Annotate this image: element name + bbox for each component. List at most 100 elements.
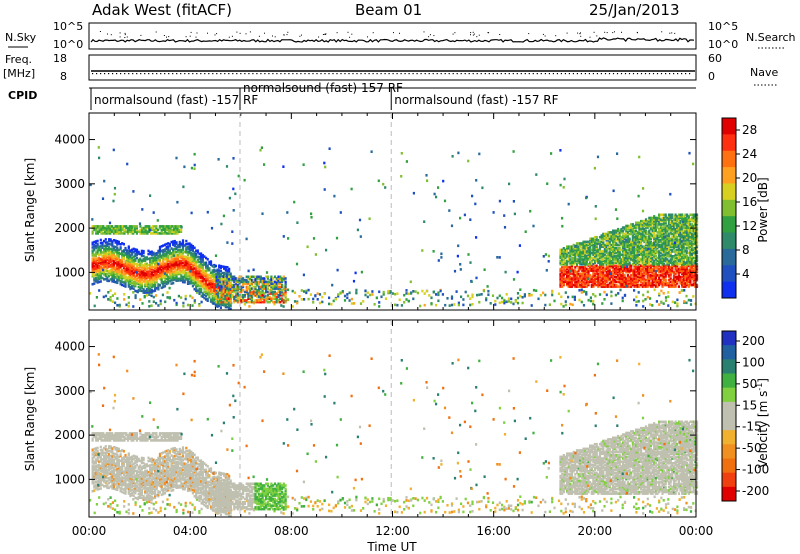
power-echo-cell bbox=[108, 257, 111, 260]
power-echo-cell bbox=[188, 251, 191, 255]
power-echo-cell bbox=[98, 225, 101, 228]
power-echo-cell bbox=[173, 226, 176, 230]
power-echo-cell bbox=[126, 255, 129, 259]
power-echo-cell bbox=[93, 274, 96, 277]
power-echo-cell bbox=[589, 242, 592, 245]
power-echo-cell bbox=[250, 278, 254, 282]
power-echo-cell bbox=[208, 262, 211, 265]
power-echo-cell bbox=[121, 269, 124, 272]
power-echo-cell bbox=[259, 300, 262, 304]
power-echo-cell bbox=[566, 267, 569, 271]
power-echo-cell bbox=[137, 282, 140, 286]
power-echo-cell bbox=[103, 255, 106, 259]
power-echo-cell bbox=[116, 270, 119, 273]
power-echo-cell bbox=[201, 281, 204, 284]
power-echo-cell bbox=[575, 280, 579, 284]
power-echo-cell bbox=[127, 253, 130, 256]
power-echo-cell bbox=[130, 232, 133, 235]
power-echo-cell bbox=[419, 304, 422, 308]
power-echo-cell bbox=[584, 251, 587, 255]
power-echo-cell bbox=[247, 285, 250, 289]
power-echo-cell bbox=[164, 228, 167, 232]
power-echo-cell bbox=[154, 263, 157, 267]
power-echo-cell bbox=[562, 248, 565, 252]
power-echo-cell bbox=[96, 265, 99, 268]
power-echo-cell bbox=[265, 282, 268, 285]
power-echo-cell bbox=[582, 277, 585, 280]
power-echo-cell bbox=[195, 276, 198, 280]
power-echo-cell bbox=[91, 243, 94, 246]
power-echo-cell bbox=[256, 289, 259, 292]
nave-point bbox=[528, 73, 530, 75]
power-echo-cell bbox=[193, 275, 196, 278]
power-echo-cell bbox=[277, 280, 280, 284]
noise-search-point bbox=[367, 36, 368, 38]
power-echo-cell bbox=[516, 301, 520, 305]
power-echo-cell bbox=[178, 271, 181, 274]
nave-point bbox=[548, 73, 550, 75]
power-echo-cell bbox=[176, 230, 179, 233]
power-echo-cell bbox=[245, 280, 248, 284]
power-echo-cell bbox=[273, 282, 277, 285]
power-echo-cell bbox=[567, 272, 570, 276]
power-echo-cell bbox=[193, 287, 196, 291]
power-echo-cell bbox=[592, 245, 595, 248]
power-echo-cell bbox=[378, 301, 381, 304]
power-echo-cell bbox=[119, 228, 123, 232]
power-echo-cell bbox=[114, 301, 117, 305]
power-echo-cell bbox=[188, 248, 191, 252]
power-echo-cell bbox=[597, 239, 600, 242]
power-echo-cell bbox=[98, 258, 101, 261]
freq-panel: Freq. [MHz] 18 8 60 0 Nave bbox=[3, 52, 778, 86]
power-echo-cell bbox=[126, 230, 130, 233]
power-echo-cell bbox=[191, 275, 194, 278]
power-echo-cell bbox=[132, 268, 135, 271]
power-echo-cell bbox=[213, 284, 216, 288]
power-echo-cell bbox=[595, 251, 598, 255]
power-echo-cell bbox=[585, 250, 588, 253]
power-echo-cell bbox=[259, 297, 262, 300]
power-echo-cell bbox=[94, 268, 97, 272]
power-echo-cell bbox=[94, 254, 97, 258]
power-echo-cell bbox=[602, 270, 605, 274]
power-echo-cell bbox=[259, 277, 262, 280]
power-echo-cell bbox=[277, 289, 280, 292]
power-echo-cell bbox=[183, 279, 186, 282]
power-echo-cell bbox=[580, 242, 583, 245]
power-echo-cell bbox=[519, 294, 522, 298]
power-echo-cell bbox=[103, 270, 106, 273]
power-echo-cell bbox=[119, 274, 122, 278]
power-echo-cell bbox=[127, 305, 130, 308]
power-echo-cell bbox=[562, 258, 565, 261]
power-echo-cell bbox=[257, 282, 261, 285]
power-echo-cell bbox=[211, 301, 214, 304]
power-echo-cell bbox=[137, 285, 140, 289]
power-echo-cell bbox=[98, 226, 101, 230]
power-echo-cell bbox=[307, 288, 310, 292]
power-echo-cell bbox=[503, 301, 506, 305]
power-echo-cell bbox=[147, 263, 150, 267]
power-echo-cell bbox=[281, 294, 284, 297]
nave-point bbox=[368, 73, 370, 75]
power-echo-cell bbox=[93, 258, 96, 261]
power-echo-cell bbox=[597, 266, 600, 269]
power-echo-cell bbox=[234, 292, 238, 295]
power-echo-cell bbox=[562, 266, 565, 269]
power-echo-cell bbox=[567, 259, 570, 263]
power-echo-cell bbox=[579, 267, 582, 271]
power-echo-cell bbox=[593, 277, 597, 280]
power-echo-cell bbox=[100, 228, 103, 232]
power-echo-cell bbox=[163, 264, 167, 267]
power-echo-cell bbox=[213, 268, 216, 272]
power-echo-cell bbox=[185, 257, 188, 260]
power-echo-cell bbox=[165, 225, 169, 228]
noise-search-point bbox=[124, 34, 126, 36]
power-echo-cell bbox=[578, 289, 581, 292]
power-echo-cell bbox=[595, 235, 598, 239]
power-echo-cell bbox=[254, 299, 257, 302]
power-echo-cell bbox=[158, 268, 162, 271]
power-echo-cell bbox=[163, 262, 167, 266]
power-echo-cell bbox=[208, 294, 211, 297]
power-echo-cell bbox=[137, 258, 140, 262]
power-echo-cell bbox=[198, 289, 201, 292]
